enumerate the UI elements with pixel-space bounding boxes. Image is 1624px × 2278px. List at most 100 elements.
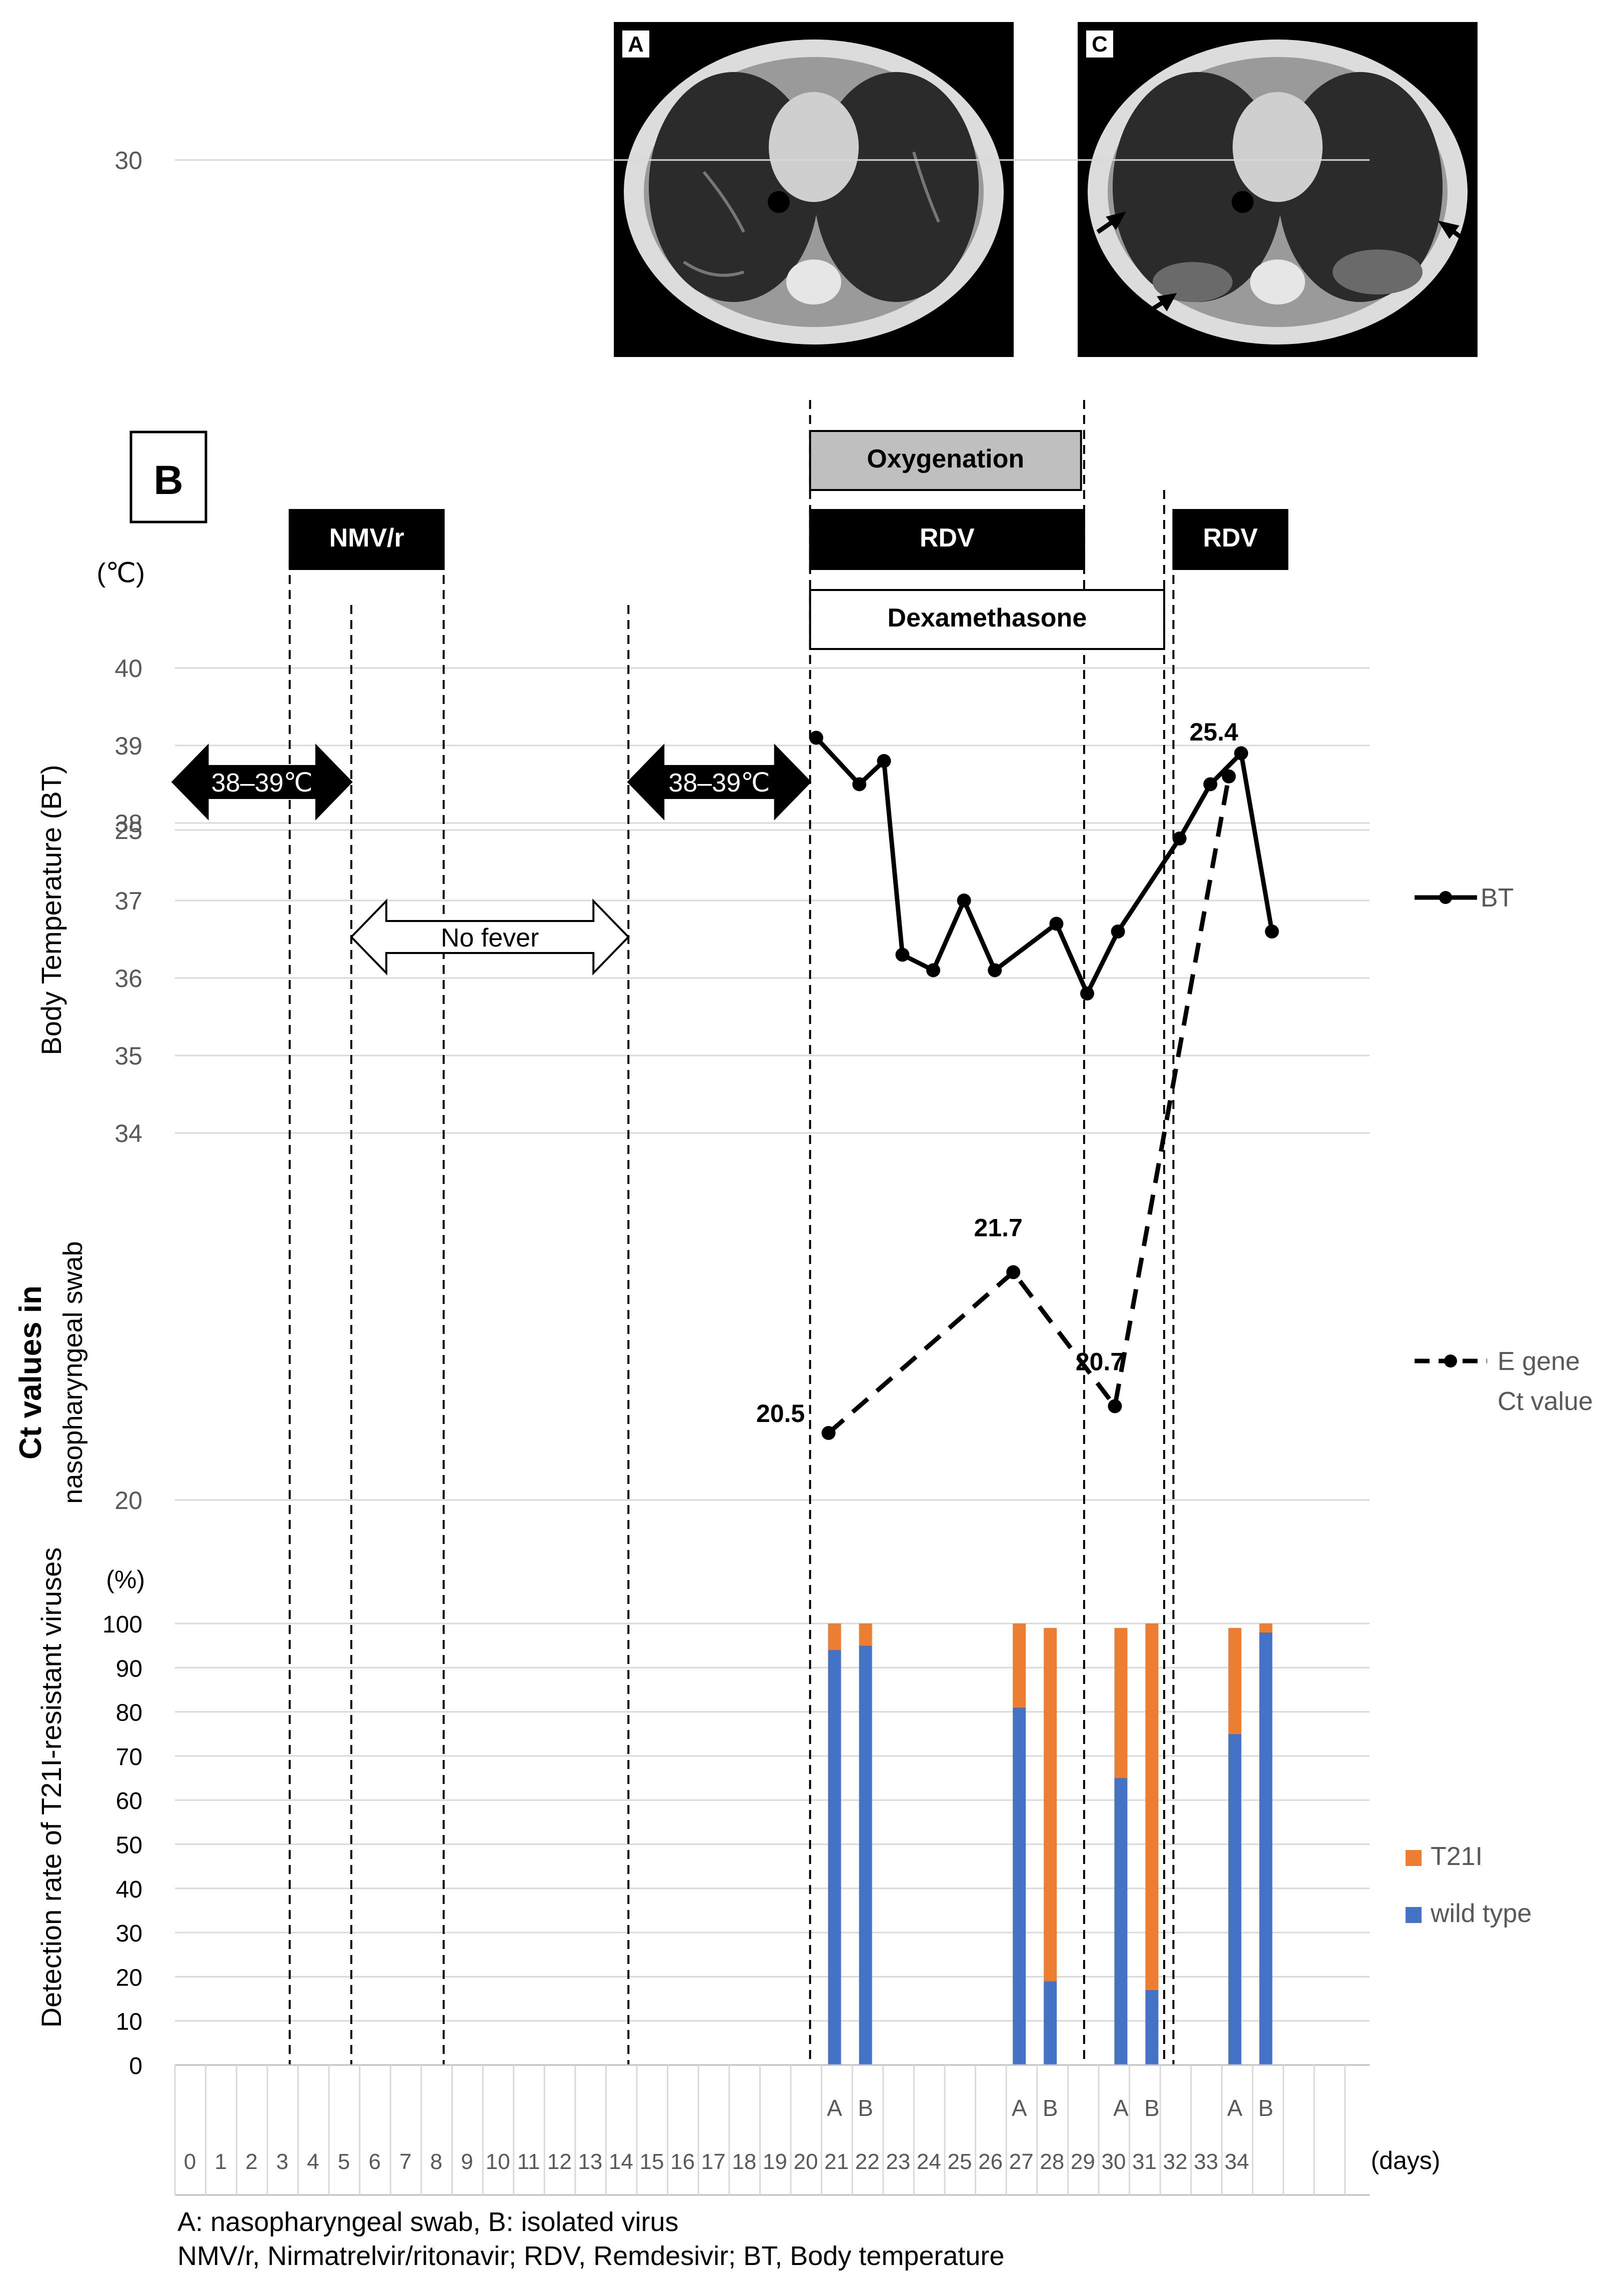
fever-arrows: 38–39℃ No fever 38–39℃ [171,744,812,976]
ct-data-label: 21.7 [974,1214,1023,1242]
ct-legend-label-line2: Ct value [1498,1387,1593,1416]
sample-label: A [1012,2095,1027,2121]
y-tick-label: 39 [114,732,142,760]
x-tick-label: 31 [1132,2150,1157,2174]
x-tick-label: 17 [701,2150,726,2174]
y-tick-label: 90 [116,1656,142,1682]
detection-unit: (%) [106,1566,145,1594]
y-tick-label: 70 [116,1744,142,1770]
x-tick-label: 10 [486,2150,510,2174]
ct-scan-c-image [1088,40,1469,344]
detection-legend-swatch [1406,1850,1422,1866]
x-tick-label: 16 [670,2150,695,2174]
x-tick-label: 4 [307,2150,319,2174]
arrow-icon [1096,212,1126,234]
treatment-label: NMV/r [329,524,404,552]
ct-point [1108,1399,1122,1414]
ct-data-label: 25.4 [1190,718,1239,746]
treatment-label: RDV [920,524,975,552]
x-tick-label: 14 [609,2150,633,2174]
bar-wild-type [1114,1778,1128,2065]
fever-arrow [627,744,812,820]
x-tick-label: 23 [886,2150,910,2174]
detection-legend-label: wild type [1430,1899,1532,1928]
treatment-bar [809,589,1166,650]
sample-label: B [1258,2095,1274,2121]
temperature-axis-title: Body Temperature (BT) [35,765,67,1056]
ct-data-label: 20.7 [1076,1348,1124,1376]
x-tick-label: 20 [794,2150,818,2174]
y-tick-label: 50 [116,1832,142,1859]
y-tick-label: 20 [116,1964,142,1991]
ct-point [821,1426,836,1440]
bt-point [1080,986,1095,1000]
x-tick-label: 22 [855,2150,880,2174]
y-tick-label: 40 [116,1876,142,1903]
ct-axis-title-line2: nasopharyngeal swab [58,1241,88,1504]
temperature-series [809,730,1279,1000]
ct-axis-title-line1: Ct values in [13,1286,48,1460]
y-tick-label: 0 [129,2053,142,2080]
bar-t21i [1228,1628,1242,1734]
bt-point [957,894,971,908]
fever-arrow-label: 38–39℃ [668,768,770,798]
x-tick-label: 18 [732,2150,756,2174]
y-tick-label: 20 [114,1486,142,1514]
bar-wild-type [1145,1990,1159,2065]
bt-line [814,736,1275,996]
x-tick-label: 3 [276,2150,288,2174]
x-axis-unit: (days) [1371,2146,1441,2174]
sample-label: B [1043,2095,1058,2121]
x-tick-label: 1 [214,2150,226,2174]
x-tick-label: 13 [578,2150,602,2174]
y-tick-label: 34 [114,1120,142,1148]
x-tick-label: 19 [763,2150,787,2174]
fever-arrow-label: No fever [441,924,539,952]
ct-panel-label: A [621,29,651,59]
bar-t21i [1145,1624,1159,1990]
treatment-bar [288,509,445,570]
bar-t21i [828,1624,841,1650]
y-tick-label: 40 [114,654,142,682]
bt-point [1203,777,1218,792]
bar-wild-type [828,1650,841,2065]
ct-panel-label: C [1085,29,1115,59]
bt-point [1111,924,1125,938]
ct-value-series: 20.5 21.7 20.7 25.4 [756,718,1238,1440]
y-tick-label: 10 [116,2009,142,2036]
treatment-label: RDV [1203,524,1258,552]
detection-legend-swatch [1406,1907,1422,1923]
y-tick-label: 38 [114,810,142,838]
bt-point [1172,832,1187,846]
ct-legend-label-line1: E gene [1498,1347,1580,1376]
x-tick-label: 26 [978,2150,1003,2174]
ct-legend-marker [1444,1354,1457,1368]
panel-label-box [129,430,207,524]
legend: BT E gene Ct value T21I wild type [1406,884,1593,1928]
bar-t21i [1044,1628,1057,1982]
x-tick-label: 11 [517,2150,540,2174]
x-tick-label: 2 [245,2150,257,2174]
bt-point [895,948,910,962]
bt-point [1265,924,1279,938]
y-tick-label: 60 [116,1788,142,1814]
x-tick-label: 15 [640,2150,664,2174]
bt-point [877,754,891,768]
y-tick-label: 80 [116,1700,142,1726]
x-tick-label: 34 [1225,2150,1249,2174]
x-tick-label: 27 [1009,2150,1034,2174]
sample-label: B [1144,2095,1160,2121]
bar-t21i [1114,1628,1128,1778]
y-tick-label: 37 [114,887,142,915]
x-tick-label: 12 [547,2150,572,2174]
y-tick-label: 25 [114,816,142,844]
bt-legend-label: BT [1481,884,1514,912]
y-tick-label: 36 [114,964,142,992]
x-tick-label: 30 [1102,2150,1126,2174]
treatment-label: Oxygenation [867,444,1024,474]
ct-line [827,776,1231,1435]
bar-t21i [859,1624,872,1646]
x-tick-label: 9 [461,2150,473,2174]
footnote-line2: NMV/r, Nirmatrelvir/ritonavir; RDV, Remd… [177,2241,1004,2271]
